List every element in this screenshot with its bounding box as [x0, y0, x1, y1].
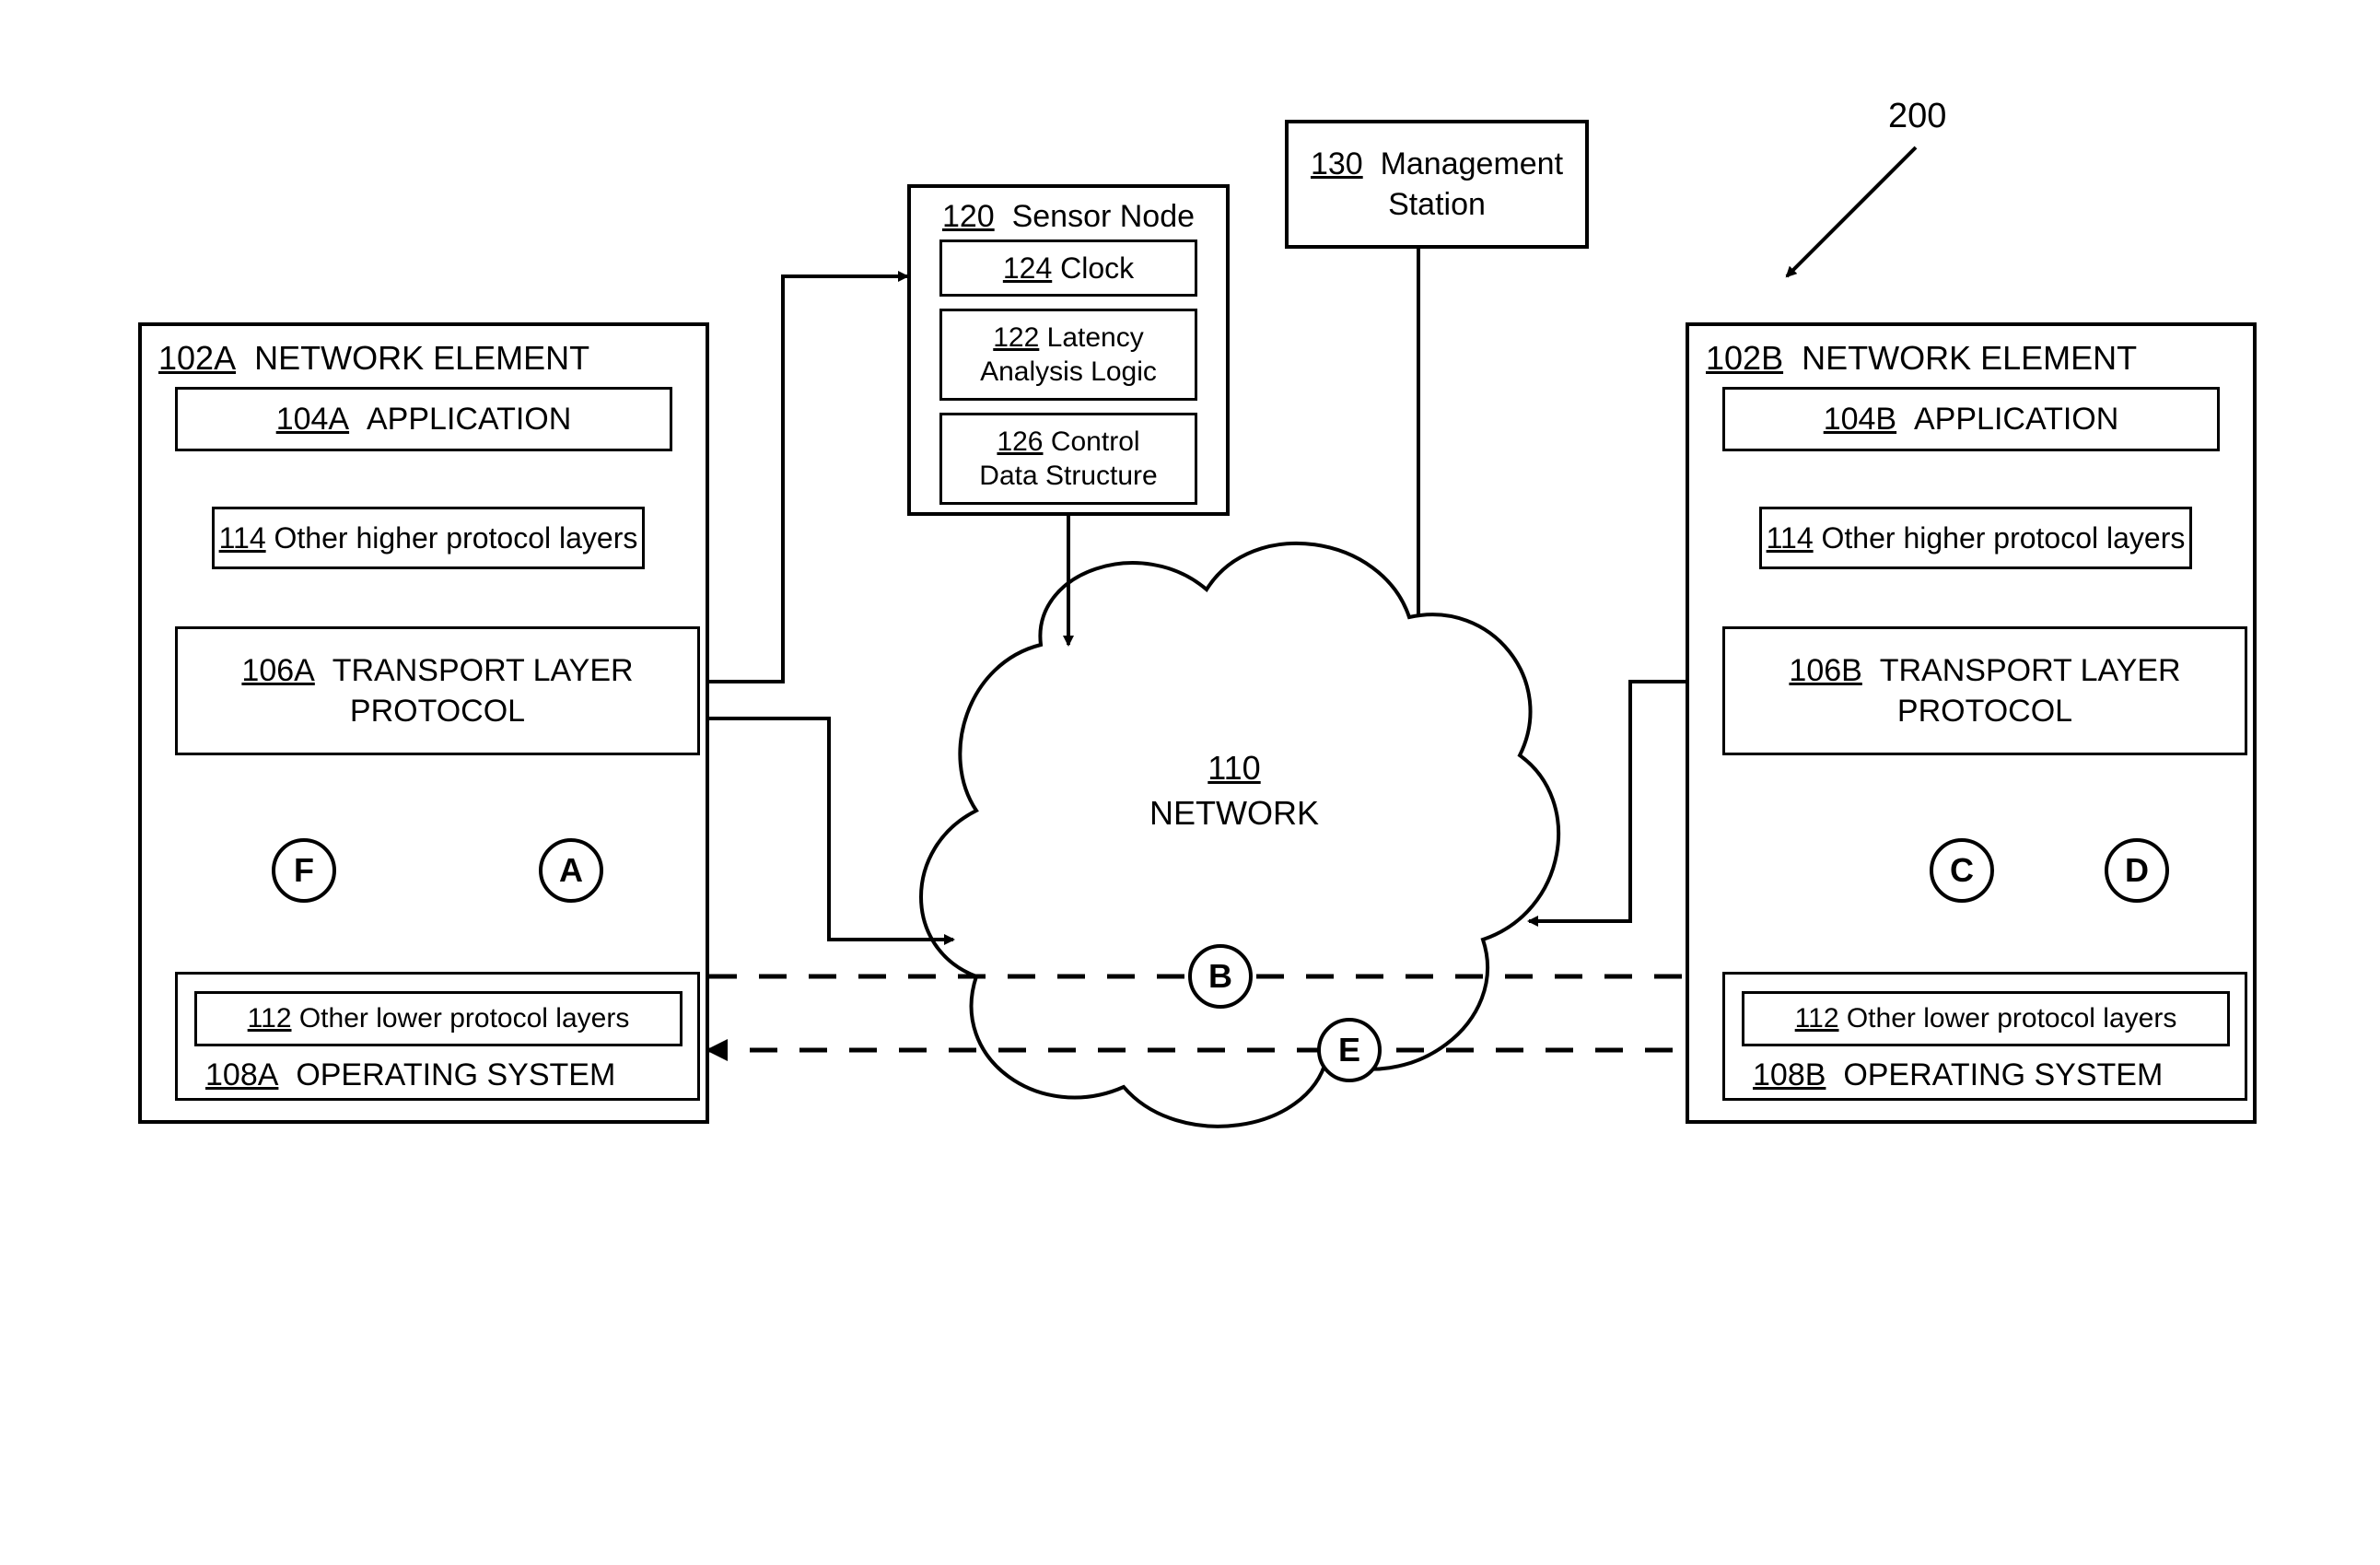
application-a: 104A APPLICATION	[175, 387, 672, 451]
circle-b: B	[1188, 944, 1253, 1009]
circle-f: F	[272, 838, 336, 903]
network-label: 110NETWORK	[1133, 746, 1336, 835]
os-a-label: 108A OPERATING SYSTEM	[205, 1057, 615, 1093]
clock-box: 124 Clock	[939, 239, 1197, 297]
figure-ref: 200	[1888, 97, 1946, 136]
transport-a: 106A TRANSPORT LAYERPROTOCOL	[175, 626, 700, 755]
os-b-label: 108B OPERATING SYSTEM	[1753, 1057, 2163, 1093]
transport-b: 106B TRANSPORT LAYERPROTOCOL	[1722, 626, 2247, 755]
management-station: 130 ManagementStation	[1285, 120, 1589, 249]
latency-box: 122 LatencyAnalysis Logic	[939, 309, 1197, 401]
os-a-box: 112 Other lower protocol layers 108A OPE…	[175, 972, 700, 1101]
figure-ref-arrow	[1787, 147, 1916, 276]
lower-layers-a: 112 Other lower protocol layers	[194, 991, 682, 1046]
circle-d: D	[2105, 838, 2169, 903]
higher-layers-b: 114 Other higher protocol layers	[1759, 507, 2192, 569]
control-box: 126 ControlData Structure	[939, 413, 1197, 505]
circle-c: C	[1930, 838, 1994, 903]
lower-layers-b: 112 Other lower protocol layers	[1742, 991, 2230, 1046]
os-b-box: 112 Other lower protocol layers 108B OPE…	[1722, 972, 2247, 1101]
circle-a: A	[539, 838, 603, 903]
application-b: 104B APPLICATION	[1722, 387, 2220, 451]
higher-layers-a: 114 Other higher protocol layers	[212, 507, 645, 569]
circle-e: E	[1317, 1018, 1382, 1082]
